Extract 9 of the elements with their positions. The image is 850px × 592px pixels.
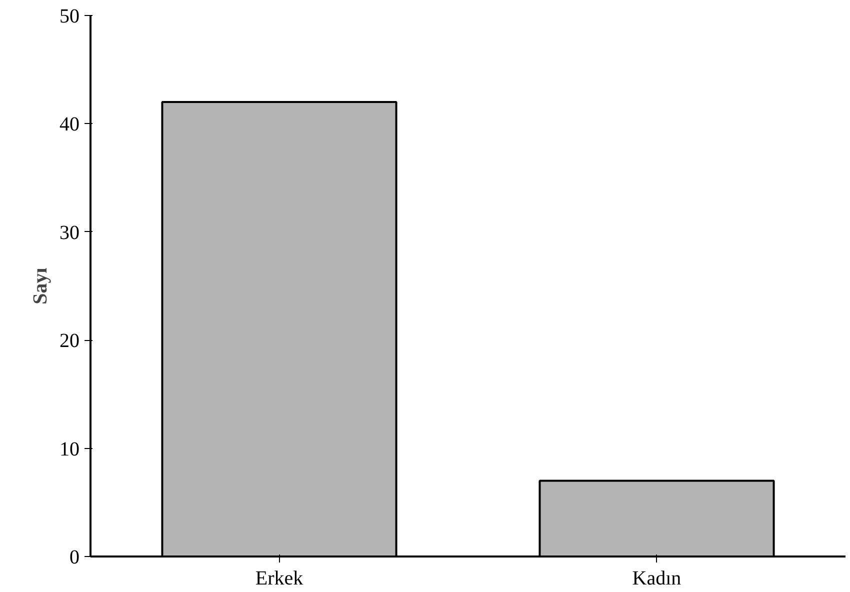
y-tick-label: 10 [60,438,80,460]
y-tick-label: 30 [60,222,80,244]
y-tick-label: 50 [60,6,80,28]
y-tick-label: 40 [60,114,80,136]
y-tick-label: 0 [70,546,80,568]
x-tick-label: Kadın [632,568,682,590]
y-axis-title: Sayı [30,267,52,304]
y-tick-label: 20 [60,330,80,352]
x-tick-label: Erkek [255,568,304,590]
